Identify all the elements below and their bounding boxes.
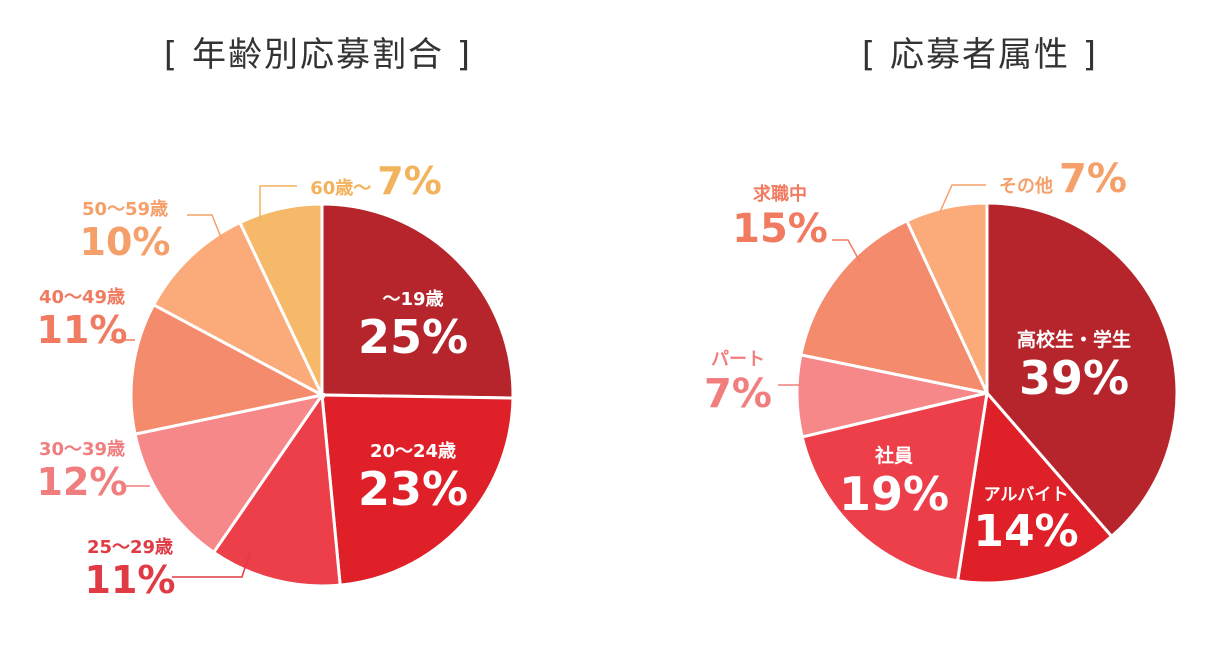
slice-category: 高校生・学生 xyxy=(1017,328,1131,351)
leader-line xyxy=(832,239,861,263)
pie-slice xyxy=(129,302,327,436)
slice-category: 40～49歳 xyxy=(39,287,125,308)
slice-percent: 11% xyxy=(85,558,176,602)
chart-title-age: [ 年齢別応募割合 ] xyxy=(164,35,472,75)
pie-slice xyxy=(237,202,324,396)
pie-slice xyxy=(985,201,1179,539)
slice-category: その他 xyxy=(999,175,1053,197)
pie-slice xyxy=(800,391,989,583)
slice-category: 60歳～ xyxy=(310,178,371,199)
slice-percent: 19% xyxy=(839,467,949,521)
slice-percent: 12% xyxy=(37,460,128,504)
slice-label: その他 7% xyxy=(999,156,1127,202)
leader-line xyxy=(172,551,251,578)
chart-title-attribute: [ 応募者属性 ] xyxy=(862,35,1098,75)
slice-category: 50～59歳 xyxy=(82,199,168,220)
pie-slice xyxy=(133,392,326,555)
slice-percent: 7% xyxy=(377,159,442,203)
pie-slice xyxy=(211,390,342,588)
slice-percent: 11% xyxy=(37,308,128,352)
slice-category: 25～29歳 xyxy=(87,537,173,558)
slice-category: 社員 xyxy=(874,444,913,467)
slice-category: パート xyxy=(711,349,765,370)
leader-line xyxy=(187,214,223,241)
slice-category: ～19歳 xyxy=(382,289,443,310)
slice-percent: 14% xyxy=(973,506,1078,557)
leader-line xyxy=(259,185,297,220)
pie-slice xyxy=(151,220,326,399)
slice-category: 20～24歳 xyxy=(370,441,456,462)
pie-slice xyxy=(904,201,989,394)
slice-percent: 10% xyxy=(80,220,171,264)
pie-slice xyxy=(799,218,990,396)
leader-line xyxy=(939,184,986,213)
slice-percent: 39% xyxy=(1019,351,1129,405)
slice-category: 30～39歳 xyxy=(39,439,125,460)
slice-percent: 23% xyxy=(358,462,468,516)
pie-slice xyxy=(320,202,515,400)
slice-category: アルバイト xyxy=(984,485,1069,505)
slice-percent: 7% xyxy=(1059,156,1127,202)
slice-percent: 25% xyxy=(358,310,468,364)
pie-slice xyxy=(320,393,515,587)
pie-chart-age: ～19歳25%20～24歳23%25～29歳11%30～39歳12%40～49歳… xyxy=(37,159,515,602)
pie-slice xyxy=(955,389,1114,585)
slice-category: 求職中 xyxy=(753,183,807,205)
slice-percent: 7% xyxy=(704,371,772,417)
slice-percent: 15% xyxy=(732,206,828,252)
slice-label: 60歳～ 7% xyxy=(310,159,442,203)
